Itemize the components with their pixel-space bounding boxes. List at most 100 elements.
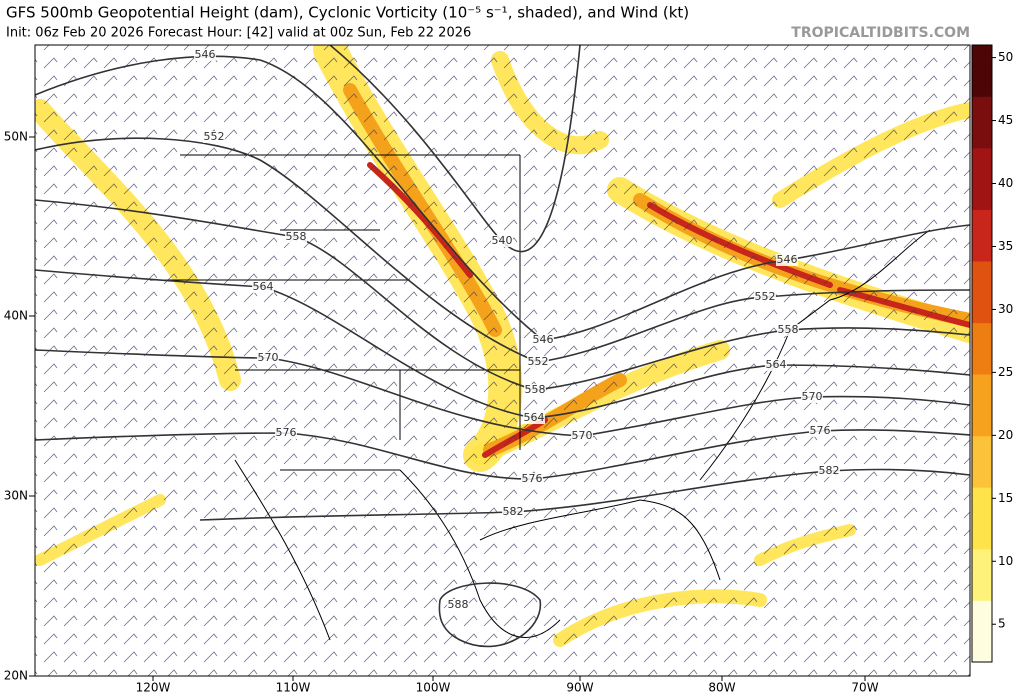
contour-label-bg bbox=[257, 352, 279, 364]
colorbar-segment bbox=[972, 106, 992, 118]
colorbar-segment bbox=[972, 96, 992, 108]
colorbar-tick-label: 15 bbox=[998, 491, 1013, 505]
colorbar-segment bbox=[972, 435, 992, 447]
contour-label: 564 bbox=[524, 411, 545, 424]
colorbar-frame bbox=[971, 44, 993, 663]
contour-labels: 546 552 558 564 570 576 540 546 552 558 564 570 576 5… bbox=[194, 48, 840, 611]
colorbar-segment bbox=[972, 168, 992, 180]
colorbar-segment bbox=[972, 291, 992, 303]
colorbar-segment bbox=[972, 363, 992, 375]
lon-label: 100W bbox=[416, 681, 451, 695]
colorbar-tick-label: 45 bbox=[998, 113, 1013, 127]
colorbar-segment bbox=[972, 65, 992, 77]
contour-label: 540 bbox=[492, 234, 513, 247]
colorbar-tick-label: 20 bbox=[998, 428, 1013, 442]
lat-label: 20N bbox=[4, 669, 28, 683]
colorbar-tick-label: 10 bbox=[998, 554, 1013, 568]
colorbar-segment bbox=[972, 240, 992, 252]
colorbar-segment bbox=[972, 302, 992, 313]
colorbar-segment bbox=[972, 569, 992, 581]
colorbar-segment bbox=[972, 610, 992, 622]
contour-label: 558 bbox=[286, 230, 307, 243]
lat-label: 50N bbox=[4, 130, 28, 144]
wind-barbs bbox=[35, 45, 970, 676]
contour-label: 546 bbox=[533, 333, 554, 346]
colorbar-segment bbox=[972, 384, 992, 396]
contour-label: 552 bbox=[204, 130, 225, 143]
colorbar-segment bbox=[972, 45, 992, 56]
colorbar-segment bbox=[972, 651, 992, 663]
contour-label-bg bbox=[521, 473, 543, 485]
colorbar-segment bbox=[972, 158, 992, 169]
colorbar-segment bbox=[972, 466, 992, 478]
watermark: TROPICALTIDBITS.COM bbox=[791, 25, 970, 41]
subtitle: Init: 06z Feb 20 2026 Forecast Hour: [42… bbox=[6, 26, 471, 41]
lon-label: 110W bbox=[276, 681, 311, 695]
colorbar-segment bbox=[972, 487, 992, 498]
colorbar-segment bbox=[972, 374, 992, 385]
contour-label: 564 bbox=[766, 358, 787, 371]
title: GFS 500mb Geopotential Height (dam), Cyc… bbox=[6, 4, 689, 22]
colorbar-segment bbox=[972, 312, 992, 324]
colorbar-segment bbox=[972, 538, 992, 550]
contour-label: 558 bbox=[525, 383, 546, 396]
contour-label-bg bbox=[275, 427, 297, 439]
contour-label: 576 bbox=[276, 426, 297, 439]
colorbar-segment bbox=[972, 600, 992, 612]
colorbar-segment bbox=[972, 127, 992, 139]
contour-label-bg bbox=[524, 384, 546, 396]
contour-label: 546 bbox=[195, 48, 216, 61]
colorbar-segment bbox=[972, 476, 992, 488]
lon-label: 70W bbox=[851, 681, 878, 695]
colorbar-tick-label: 35 bbox=[998, 239, 1013, 253]
colorbar-segment bbox=[972, 548, 992, 560]
contour-label-bg bbox=[809, 425, 831, 437]
colorbar-segment bbox=[972, 178, 992, 190]
contour-label-bg bbox=[777, 324, 799, 336]
colorbar-segment bbox=[972, 55, 992, 67]
contour-label-bg bbox=[571, 430, 593, 442]
colorbar-segment bbox=[972, 620, 992, 632]
colorbar-tick-label: 30 bbox=[998, 302, 1013, 316]
colorbar-segment bbox=[972, 528, 992, 540]
contour-label: 582 bbox=[819, 464, 840, 477]
colorbar-segment bbox=[972, 75, 992, 87]
contour-label-bg bbox=[532, 334, 554, 346]
contour-label: 552 bbox=[528, 355, 549, 368]
contour-label: 582 bbox=[503, 505, 524, 518]
contour-label-bg bbox=[447, 599, 469, 611]
contour-label-bg bbox=[801, 391, 823, 403]
contour-label: 570 bbox=[572, 429, 593, 442]
colorbar-tick-label: 25 bbox=[998, 365, 1013, 379]
colorbar-segment bbox=[972, 199, 992, 211]
contour-label: 570 bbox=[258, 351, 279, 364]
colorbar-segment bbox=[972, 446, 992, 457]
colorbar-segment bbox=[972, 353, 992, 365]
geography bbox=[150, 154, 931, 641]
contour-label: 546 bbox=[777, 253, 798, 266]
colorbar-segment bbox=[972, 322, 992, 334]
colorbar-segment bbox=[972, 332, 992, 344]
colorbar-segment bbox=[972, 641, 992, 653]
colorbar-segment bbox=[972, 425, 992, 437]
colorbar-segment bbox=[972, 415, 992, 426]
contour-label: 576 bbox=[810, 424, 831, 437]
colorbar-segment bbox=[972, 147, 992, 159]
lon-label: 120W bbox=[136, 681, 171, 695]
lon-label: 80W bbox=[708, 681, 735, 695]
contour-label-bg bbox=[194, 49, 216, 61]
colorbar-segment bbox=[972, 579, 992, 591]
colorbar-segment bbox=[972, 559, 992, 570]
colorbar-segment bbox=[972, 271, 992, 283]
colorbar-segment bbox=[972, 631, 992, 642]
contour-label-bg bbox=[502, 506, 524, 518]
contour-label: 564 bbox=[253, 280, 274, 293]
colorbar-segment bbox=[972, 250, 992, 262]
colorbar-segment bbox=[972, 230, 992, 241]
colorbar-segment bbox=[972, 394, 992, 406]
colorbar-segment bbox=[972, 188, 992, 200]
contour-label-bg bbox=[491, 235, 513, 247]
colorbar: 5 10 15 20 25 30 35 40 45 50 bbox=[971, 44, 1013, 663]
colorbar-segment bbox=[972, 86, 992, 97]
